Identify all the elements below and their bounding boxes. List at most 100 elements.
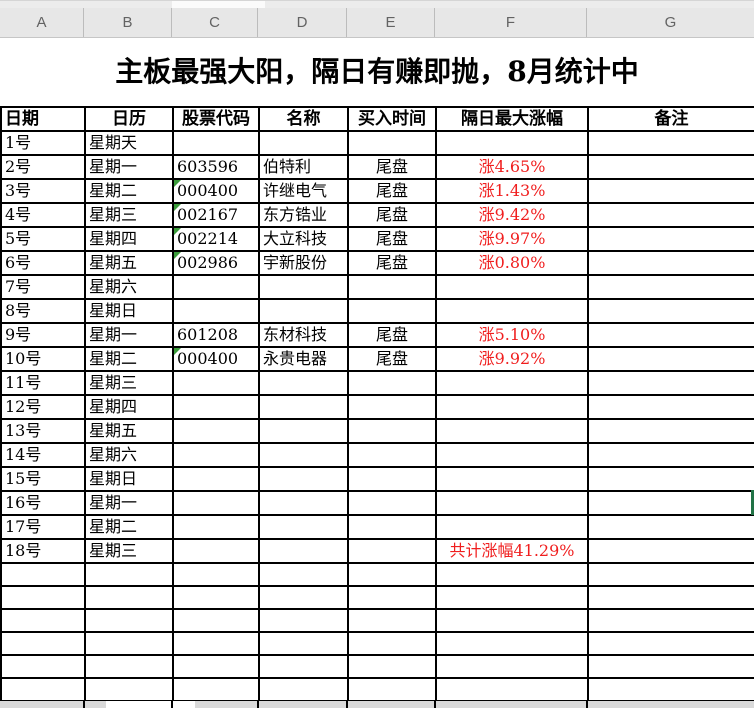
empty-cell-C[interactable] [172,608,260,633]
cell-F-1号[interactable] [435,130,589,156]
cell-C-1号[interactable] [172,130,260,156]
empty-cell-E[interactable] [347,654,437,679]
cell-D-12号[interactable] [258,394,349,420]
empty-cell-E[interactable] [347,677,437,702]
cell-A-2号[interactable]: 2号 [0,154,86,180]
empty-cell-G[interactable] [587,562,754,587]
cell-G-1号[interactable] [587,130,754,156]
cell-D-8号[interactable] [258,298,349,324]
cell-D-13号[interactable] [258,418,349,444]
cell-G-12号[interactable] [587,394,754,420]
cell-F-13号[interactable] [435,418,589,444]
header-cell-A[interactable]: 日期 [0,106,86,132]
cell-B-14号[interactable]: 星期六 [84,442,174,468]
cell-C-9号[interactable]: 601208 [172,322,260,348]
column-header-C[interactable]: C [172,8,258,37]
cell-A-6号[interactable]: 6号 [0,250,86,276]
cell-B-2号[interactable]: 星期一 [84,154,174,180]
cell-E-9号[interactable]: 尾盘 [347,322,437,348]
cell-D-11号[interactable] [258,370,349,396]
cell-D-7号[interactable] [258,274,349,300]
empty-cell-D[interactable] [258,677,349,702]
empty-cell-B[interactable] [84,631,174,656]
cell-F-10号[interactable]: 涨9.92% [435,346,589,372]
cell-C-17号[interactable] [172,514,260,540]
cell-B-18号[interactable]: 星期三 [84,538,174,564]
empty-cell-C[interactable] [172,654,260,679]
cell-A-10号[interactable]: 10号 [0,346,86,372]
cell-F-7号[interactable] [435,274,589,300]
cell-B-3号[interactable]: 星期二 [84,178,174,204]
cell-A-3号[interactable]: 3号 [0,178,86,204]
cell-B-17号[interactable]: 星期二 [84,514,174,540]
cell-B-10号[interactable]: 星期二 [84,346,174,372]
empty-cell-D[interactable] [258,608,349,633]
column-header-E[interactable]: E [347,8,435,37]
cell-B-5号[interactable]: 星期四 [84,226,174,252]
cell-C-3号[interactable]: 000400 [172,178,260,204]
cell-A-7号[interactable]: 7号 [0,274,86,300]
cell-A-4号[interactable]: 4号 [0,202,86,228]
empty-cell-F[interactable] [435,562,589,587]
empty-cell-B[interactable] [84,677,174,702]
cell-C-14号[interactable] [172,442,260,468]
cell-D-2号[interactable]: 伯特利 [258,154,349,180]
cell-C-10号[interactable]: 000400 [172,346,260,372]
cell-F-14号[interactable] [435,442,589,468]
column-header-F[interactable]: F [435,8,587,37]
cell-G-17号[interactable] [587,514,754,540]
column-header-D[interactable]: D [258,8,347,37]
cell-G-15号[interactable] [587,466,754,492]
cell-B-9号[interactable]: 星期一 [84,322,174,348]
cell-D-9号[interactable]: 东材科技 [258,322,349,348]
cell-G-8号[interactable] [587,298,754,324]
cell-E-3号[interactable]: 尾盘 [347,178,437,204]
header-cell-E[interactable]: 买入时间 [347,106,437,132]
empty-cell-E[interactable] [347,562,437,587]
cell-C-16号[interactable] [172,490,260,516]
cell-E-2号[interactable]: 尾盘 [347,154,437,180]
cell-C-4号[interactable]: 002167 [172,202,260,228]
cell-A-5号[interactable]: 5号 [0,226,86,252]
cell-E-12号[interactable] [347,394,437,420]
cell-B-6号[interactable]: 星期五 [84,250,174,276]
cell-D-15号[interactable] [258,466,349,492]
cell-E-8号[interactable] [347,298,437,324]
empty-cell-E[interactable] [347,585,437,610]
cell-A-16号[interactable]: 16号 [0,490,86,516]
cell-G-6号[interactable] [587,250,754,276]
cell-B-4号[interactable]: 星期三 [84,202,174,228]
cell-D-1号[interactable] [258,130,349,156]
cell-C-13号[interactable] [172,418,260,444]
cell-A-17号[interactable]: 17号 [0,514,86,540]
cell-E-4号[interactable]: 尾盘 [347,202,437,228]
cell-A-14号[interactable]: 14号 [0,442,86,468]
cell-F-3号[interactable]: 涨1.43% [435,178,589,204]
header-cell-D[interactable]: 名称 [258,106,349,132]
cell-B-8号[interactable]: 星期日 [84,298,174,324]
column-header-B[interactable]: B [84,8,172,37]
cell-G-3号[interactable] [587,178,754,204]
cell-B-1号[interactable]: 星期天 [84,130,174,156]
cell-F-16号[interactable] [435,490,589,516]
cell-G-10号[interactable] [587,346,754,372]
cell-C-6号[interactable]: 002986 [172,250,260,276]
cell-D-18号[interactable] [258,538,349,564]
cell-D-17号[interactable] [258,514,349,540]
cell-E-14号[interactable] [347,442,437,468]
cell-F-18号[interactable]: 共计涨幅41.29% [435,538,589,564]
cell-F-5号[interactable]: 涨9.97% [435,226,589,252]
cell-G-11号[interactable] [587,370,754,396]
cell-E-5号[interactable]: 尾盘 [347,226,437,252]
empty-cell-C[interactable] [172,562,260,587]
cell-E-16号[interactable] [347,490,437,516]
cell-G-9号[interactable] [587,322,754,348]
cell-A-1号[interactable]: 1号 [0,130,86,156]
empty-cell-B[interactable] [84,562,174,587]
cell-E-15号[interactable] [347,466,437,492]
cell-E-11号[interactable] [347,370,437,396]
cell-A-18号[interactable]: 18号 [0,538,86,564]
cell-F-6号[interactable]: 涨0.80% [435,250,589,276]
cell-G-14号[interactable] [587,442,754,468]
cell-A-8号[interactable]: 8号 [0,298,86,324]
